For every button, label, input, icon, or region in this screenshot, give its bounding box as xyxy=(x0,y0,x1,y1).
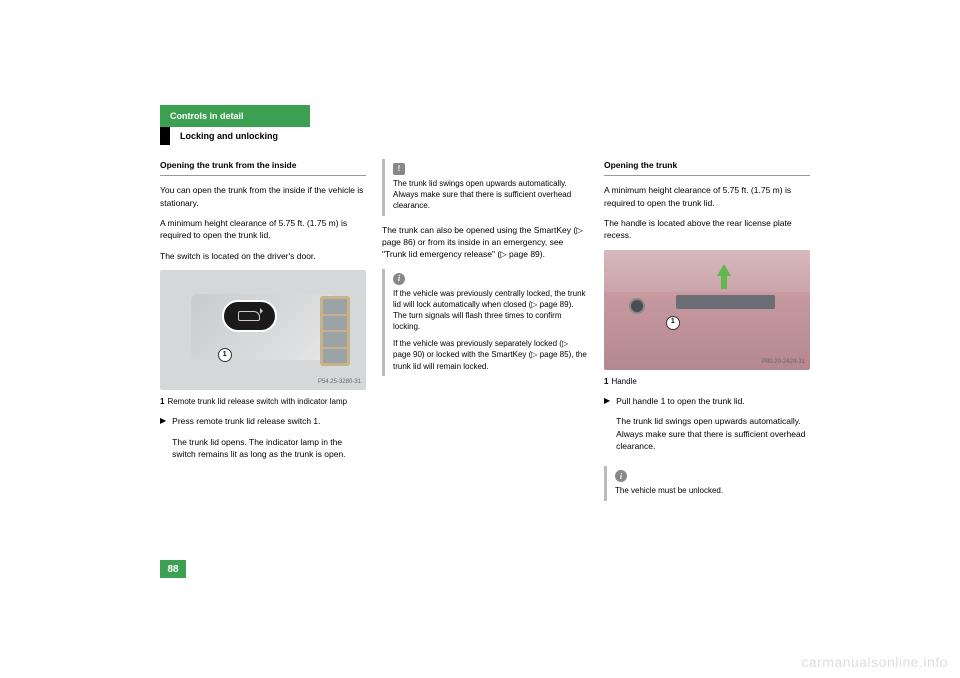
info-icon: i xyxy=(615,470,627,482)
figure-caption: P80.20-2424-31 xyxy=(762,358,805,367)
car-icon xyxy=(238,311,260,321)
figure-legend: 1Handle xyxy=(604,376,810,388)
subheading: Opening the trunk from the inside xyxy=(160,159,366,176)
trunk-handle-graphic xyxy=(676,295,775,309)
trunk-release-button-graphic xyxy=(222,300,277,332)
paragraph: You can open the trunk from the inside i… xyxy=(160,184,366,209)
paragraph: The trunk can also be opened using the S… xyxy=(382,224,588,261)
step-result: The trunk lid swings open upwards automa… xyxy=(616,415,810,452)
column-3: Opening the trunk A minimum height clear… xyxy=(604,159,810,509)
step-result: The trunk lid opens. The indicator lamp … xyxy=(172,436,366,461)
procedure-step: ▶ Pull handle 1 to open the trunk lid. T… xyxy=(604,395,810,460)
figure-trunk-switch: 1 P54.25-3280-31 xyxy=(160,270,366,390)
step-text: Press remote trunk lid release switch 1. xyxy=(172,415,366,427)
info-note: i If the vehicle was previously centrall… xyxy=(382,269,588,376)
procedure-step: ▶ Press remote trunk lid release switch … xyxy=(160,415,366,468)
step-arrow-icon: ▶ xyxy=(160,415,166,468)
info-note: i The vehicle must be unlocked. xyxy=(604,466,810,500)
up-arrow-icon xyxy=(717,264,731,276)
figure-trunk-handle: 1 P80.20-2424-31 xyxy=(604,250,810,370)
section-marker xyxy=(160,127,170,145)
note-text: If the vehicle was previously centrally … xyxy=(393,288,588,333)
figure-caption: P54.25-3280-31 xyxy=(318,378,361,387)
column-1: Opening the trunk from the inside You ca… xyxy=(160,159,366,509)
note-text: If the vehicle was previously separately… xyxy=(393,338,588,372)
figure-legend: 1Remote trunk lid release switch with in… xyxy=(160,396,366,408)
step-text: Pull handle 1 to open the trunk lid. xyxy=(616,395,810,407)
paragraph: The switch is located on the driver's do… xyxy=(160,250,366,262)
window-controls-graphic xyxy=(320,296,350,366)
content-columns: Opening the trunk from the inside You ca… xyxy=(160,159,810,509)
paragraph: A minimum height clearance of 5.75 ft. (… xyxy=(160,217,366,242)
section-row: Locking and unlocking xyxy=(160,127,810,145)
manual-page: Controls in detail Locking and unlocking… xyxy=(160,105,810,509)
paragraph: The handle is located above the rear lic… xyxy=(604,217,810,242)
trunk-panel-top xyxy=(604,250,810,292)
watermark: carmanualsonline.info xyxy=(801,654,948,670)
info-icon: i xyxy=(393,273,405,285)
warning-note: ! The trunk lid swings open upwards auto… xyxy=(382,159,588,216)
callout-marker-1: 1 xyxy=(666,316,680,330)
note-text: The trunk lid swings open upwards automa… xyxy=(393,178,588,212)
paragraph: A minimum height clearance of 5.75 ft. (… xyxy=(604,184,810,209)
section-title: Locking and unlocking xyxy=(170,127,288,145)
page-number: 88 xyxy=(160,560,186,578)
note-text: The vehicle must be unlocked. xyxy=(615,485,810,496)
column-2: ! The trunk lid swings open upwards auto… xyxy=(382,159,588,509)
step-arrow-icon: ▶ xyxy=(604,395,610,460)
callout-marker-1: 1 xyxy=(218,348,232,362)
warning-icon: ! xyxy=(393,163,405,175)
chapter-tab: Controls in detail xyxy=(160,105,310,127)
subheading: Opening the trunk xyxy=(604,159,810,176)
keyhole-graphic xyxy=(629,298,645,314)
